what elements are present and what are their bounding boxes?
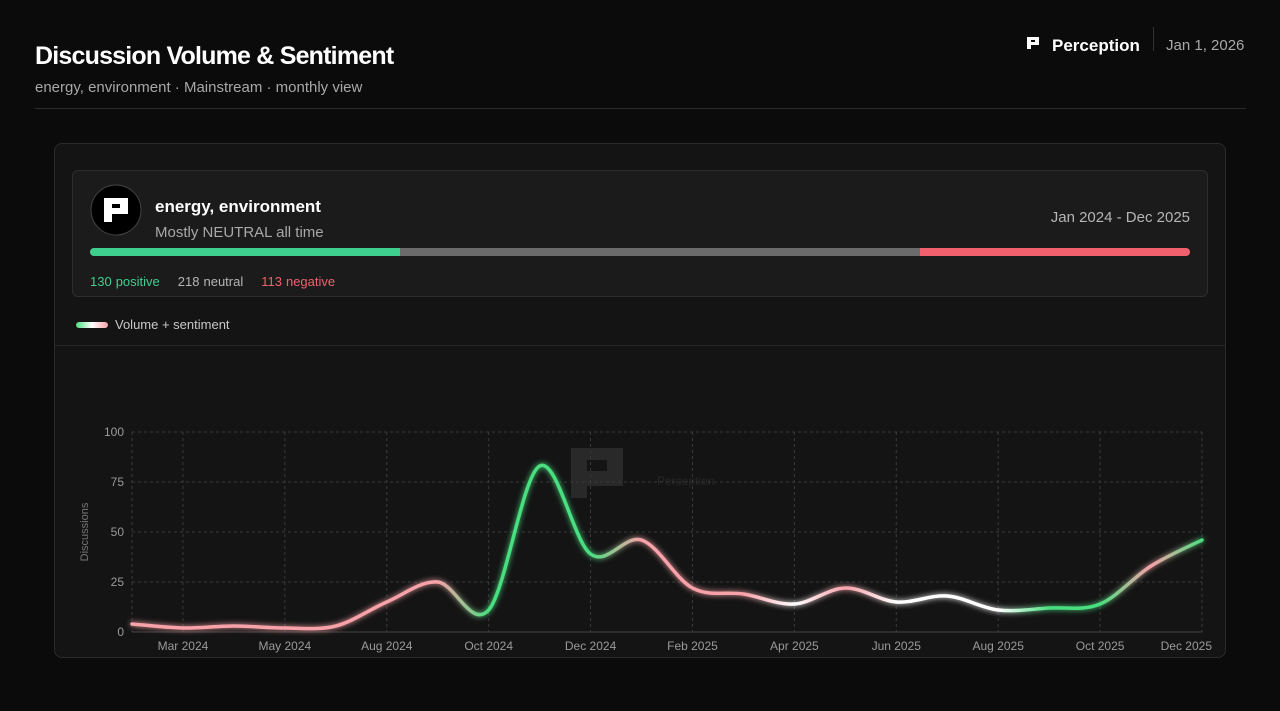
watermark-text: Perception (657, 474, 714, 488)
x-tick-label: Jun 2025 (872, 639, 922, 653)
x-tick-label: Dec 2025 (1161, 639, 1213, 653)
y-tick-label: 25 (111, 575, 125, 589)
x-tick-label: Oct 2024 (464, 639, 513, 653)
y-tick-label: 100 (104, 425, 124, 439)
y-tick-label: 50 (111, 525, 125, 539)
x-tick-label: Aug 2024 (361, 639, 413, 653)
x-tick-label: Oct 2025 (1076, 639, 1125, 653)
y-tick-label: 0 (117, 625, 124, 639)
x-tick-label: Apr 2025 (770, 639, 819, 653)
x-tick-label: May 2024 (259, 639, 312, 653)
x-tick-label: Mar 2024 (158, 639, 209, 653)
watermark-logo (571, 448, 623, 498)
volume-line (132, 465, 1202, 628)
y-tick-label: 75 (111, 475, 125, 489)
y-axis-label: Discussions (79, 502, 91, 561)
x-tick-label: Dec 2024 (565, 639, 617, 653)
x-tick-label: Aug 2025 (972, 639, 1024, 653)
x-tick-label: Feb 2025 (667, 639, 718, 653)
